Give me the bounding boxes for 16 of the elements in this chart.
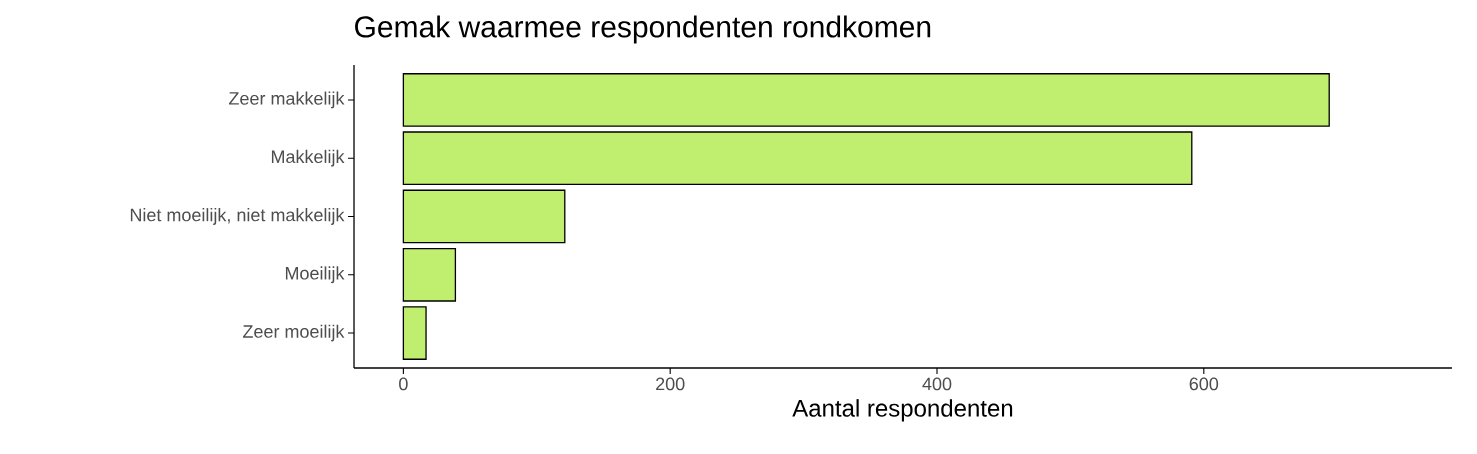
x-tick-label: 600 xyxy=(1189,377,1219,391)
y-tick-label: Moeilijk xyxy=(285,266,345,284)
y-tick-label: Zeer moeilijk xyxy=(243,324,345,342)
bar xyxy=(402,189,566,244)
y-tick-label: Zeer makkelijk xyxy=(229,91,345,109)
x-tick-label: 400 xyxy=(922,377,952,391)
x-axis-title: Aantal respondenten xyxy=(792,399,1013,422)
y-tick-label: Makkelijk xyxy=(271,149,345,167)
bar xyxy=(402,247,457,302)
bar xyxy=(402,131,1193,186)
chart-title: Gemak waarmee respondenten rondkomen xyxy=(355,15,931,44)
x-tick-label: 200 xyxy=(656,377,685,391)
y-tick-label: Niet moeilijk, niet makkelijk xyxy=(130,208,345,225)
bar xyxy=(402,73,1330,127)
bar xyxy=(402,306,427,360)
x-tick-label: 0 xyxy=(399,377,408,391)
